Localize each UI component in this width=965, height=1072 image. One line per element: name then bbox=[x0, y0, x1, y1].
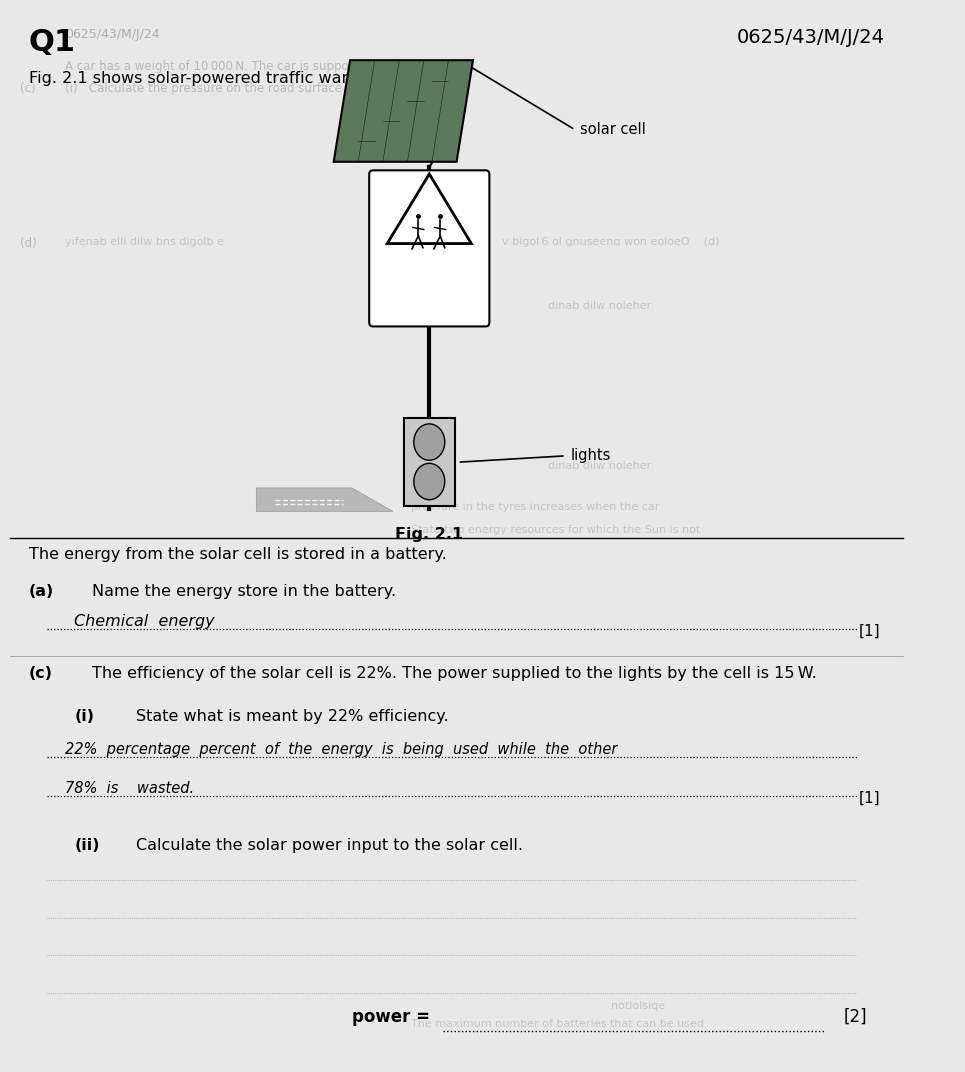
Text: solar cell: solar cell bbox=[580, 122, 646, 137]
Text: Chemical  energy: Chemical energy bbox=[74, 614, 215, 629]
Text: The maximum number of batteries that can be used: The maximum number of batteries that can… bbox=[411, 1019, 704, 1029]
Text: Calculate the solar power input to the solar cell.: Calculate the solar power input to the s… bbox=[136, 837, 523, 852]
Text: show: show bbox=[421, 317, 438, 324]
Text: lights: lights bbox=[420, 307, 438, 313]
Text: (c): (c) bbox=[29, 667, 53, 682]
Text: (a): (a) bbox=[29, 584, 54, 599]
Text: (d): (d) bbox=[19, 237, 37, 250]
Text: dinab dilw noleher: dinab dilw noleher bbox=[548, 461, 651, 472]
Text: The efficiency of the solar cell is 22%. The power supplied to the lights by the: The efficiency of the solar cell is 22%.… bbox=[93, 667, 817, 682]
Text: v bigol 6 ol gnuseenq won eoloeO    (d): v bigol 6 ol gnuseenq won eoloeO (d) bbox=[502, 237, 720, 247]
Text: 22%  percentage  percent  of  the  energy  is  being  used  while  the  other: 22% percentage percent of the energy is … bbox=[65, 742, 618, 757]
Text: Name the energy store in the battery.: Name the energy store in the battery. bbox=[93, 584, 397, 599]
Text: [1]: [1] bbox=[858, 790, 880, 805]
Text: power =: power = bbox=[352, 1008, 435, 1026]
Text: State what is meant by 22% efficiency.: State what is meant by 22% efficiency. bbox=[136, 710, 449, 725]
Polygon shape bbox=[387, 174, 471, 243]
Text: Fig. 2.1: Fig. 2.1 bbox=[396, 527, 463, 542]
Text: (c): (c) bbox=[19, 81, 36, 94]
Text: 78%  is    wasted.: 78% is wasted. bbox=[65, 780, 194, 795]
Text: (ii): (ii) bbox=[74, 837, 99, 852]
Text: 20: 20 bbox=[422, 281, 437, 291]
Text: (i): (i) bbox=[74, 710, 95, 725]
Text: Fig. 2.1 shows solar-powered traffic warning lights.: Fig. 2.1 shows solar-powered traffic war… bbox=[29, 71, 437, 86]
Text: The energy from the solar cell is stored in a battery.: The energy from the solar cell is stored… bbox=[29, 547, 447, 562]
Text: when: when bbox=[421, 296, 438, 302]
Text: (i)   Calculate the pressure on the road surface due to the car.: (i) Calculate the pressure on the road s… bbox=[65, 81, 432, 94]
Circle shape bbox=[414, 463, 445, 500]
Text: [1]: [1] bbox=[858, 624, 880, 639]
Text: 0625/43/M/J/24: 0625/43/M/J/24 bbox=[736, 28, 885, 47]
Text: 0625/43/M/J/24: 0625/43/M/J/24 bbox=[65, 28, 160, 41]
Text: lights: lights bbox=[570, 448, 611, 463]
Text: Q1: Q1 bbox=[29, 28, 76, 57]
Bar bbox=[403, 418, 455, 506]
Polygon shape bbox=[334, 60, 473, 162]
Text: State two energy resources for which the Sun is not: State two energy resources for which the… bbox=[411, 525, 701, 535]
Text: notlolsiqe: notlolsiqe bbox=[612, 1001, 666, 1011]
Text: [2]: [2] bbox=[843, 1008, 868, 1026]
Text: pressure in the tyres increases when the car: pressure in the tyres increases when the… bbox=[411, 502, 659, 511]
FancyBboxPatch shape bbox=[370, 170, 489, 327]
Text: dinab dilw noleher: dinab dilw noleher bbox=[548, 301, 651, 311]
Text: yifenab elli dilw bns digolb e: yifenab elli dilw bns digolb e bbox=[65, 237, 224, 247]
Polygon shape bbox=[257, 488, 393, 511]
Circle shape bbox=[414, 423, 445, 460]
Text: School: School bbox=[415, 266, 444, 276]
Text: A car has a weight of 10 000 N. The car is supported by 4 tyres.: A car has a weight of 10 000 N. The car … bbox=[65, 60, 440, 73]
